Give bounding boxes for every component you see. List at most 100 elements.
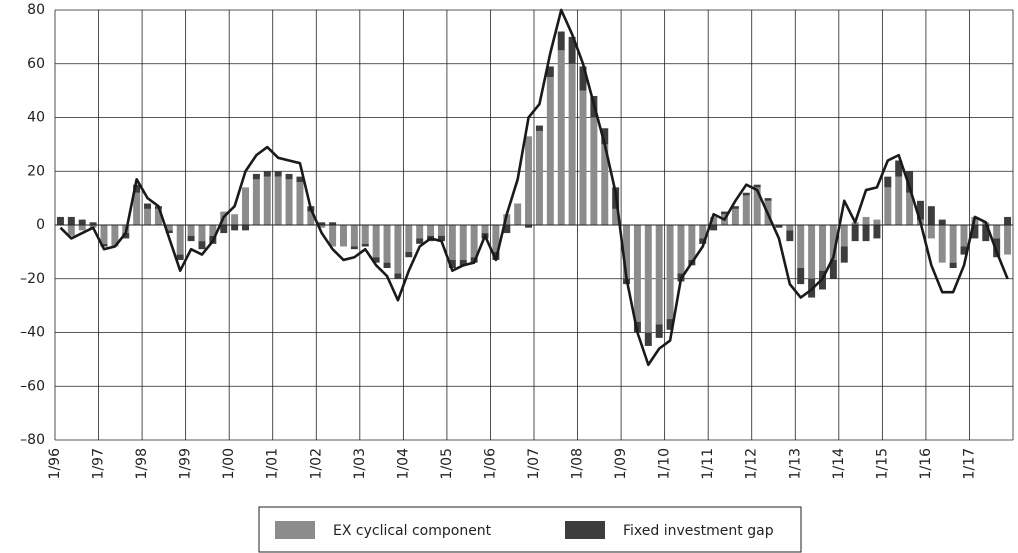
bar <box>633 225 641 322</box>
x-tick-label: 1/13 <box>787 448 803 479</box>
bar <box>786 230 794 242</box>
y-tick-label: 0 <box>36 217 45 233</box>
bar <box>252 173 260 180</box>
bar <box>982 225 990 242</box>
bar <box>481 225 489 234</box>
bar <box>786 225 794 231</box>
bar <box>437 225 445 236</box>
y-tick-label: –20 <box>20 271 45 287</box>
bar <box>916 200 924 220</box>
x-tick-label: 1/02 <box>308 448 324 479</box>
bar <box>851 225 859 242</box>
legend-label: EX cyclical component <box>333 523 492 539</box>
x-tick-label: 1/06 <box>482 448 498 480</box>
y-tick-label: 40 <box>27 110 45 126</box>
bar <box>361 225 369 244</box>
bar <box>427 225 435 236</box>
bar <box>285 173 293 180</box>
bar <box>895 176 903 225</box>
bar <box>459 225 467 260</box>
bar <box>993 238 1001 258</box>
y-tick-label: 80 <box>27 2 45 18</box>
y-tick-label: 60 <box>27 56 45 72</box>
bar <box>492 225 500 252</box>
bar <box>699 238 707 244</box>
bar <box>448 259 456 268</box>
bar <box>568 36 576 64</box>
bar <box>971 225 979 239</box>
legend-label: Fixed investment gap <box>623 523 774 539</box>
bar <box>111 225 119 247</box>
x-tick-label: 1/98 <box>134 448 150 479</box>
bar <box>579 66 587 91</box>
bar <box>851 222 859 225</box>
bar <box>884 187 892 225</box>
bar <box>372 225 380 258</box>
bar <box>590 117 598 225</box>
x-tick-label: 1/09 <box>613 448 629 479</box>
bar <box>394 225 402 274</box>
bar <box>263 171 271 177</box>
bar <box>252 179 260 225</box>
bar <box>753 187 761 225</box>
x-tick-label: 1/14 <box>831 448 847 480</box>
bar <box>296 182 304 225</box>
bar <box>318 222 326 225</box>
x-tick-label: 1/00 <box>221 448 237 479</box>
bar <box>340 225 347 247</box>
bar <box>78 225 86 231</box>
bar <box>416 238 424 244</box>
bar <box>318 225 326 228</box>
x-tick-label: 1/96 <box>47 448 63 480</box>
bar <box>906 192 914 225</box>
bar <box>731 206 739 209</box>
bar <box>285 179 293 225</box>
x-tick-label: 1/05 <box>439 448 455 479</box>
bar <box>394 273 402 279</box>
bar <box>383 262 391 268</box>
bar <box>503 225 511 234</box>
y-tick-label: 20 <box>27 163 45 179</box>
bar <box>742 195 750 225</box>
bar <box>165 230 173 234</box>
x-tick-label: 1/10 <box>657 448 673 479</box>
bar <box>721 211 728 215</box>
bar <box>263 176 271 225</box>
bar <box>655 324 663 338</box>
bar <box>557 50 565 225</box>
bar <box>612 208 620 225</box>
bar <box>154 208 162 225</box>
bar <box>67 216 75 225</box>
bar <box>56 216 64 225</box>
line <box>59 8 1009 367</box>
legend: EX cyclical component Fixed investment ga… <box>258 506 802 553</box>
x-tick-label: 1/97 <box>91 448 107 479</box>
x-tick-label: 1/11 <box>700 448 716 479</box>
bar <box>274 171 282 177</box>
bar <box>133 184 141 193</box>
bar <box>274 176 282 225</box>
bar <box>231 225 239 231</box>
bar <box>797 225 805 268</box>
bar <box>601 144 609 225</box>
bar <box>797 268 805 285</box>
bar <box>949 262 957 268</box>
bar <box>535 130 543 225</box>
bar <box>329 225 337 247</box>
x-tick-label: 1/08 <box>570 448 586 479</box>
bar <box>819 225 826 271</box>
bar <box>231 214 239 225</box>
x-tick-label: 1/03 <box>352 448 368 479</box>
bar <box>525 225 533 228</box>
bar <box>960 225 968 247</box>
bar <box>187 235 195 242</box>
legend-swatch <box>565 521 605 539</box>
bar <box>873 225 881 239</box>
bar <box>840 246 848 263</box>
bar <box>176 254 184 260</box>
bar <box>133 192 141 225</box>
bar <box>350 225 358 247</box>
y-tick-label: –60 <box>20 378 45 394</box>
bar <box>938 219 946 225</box>
bar <box>666 319 674 330</box>
